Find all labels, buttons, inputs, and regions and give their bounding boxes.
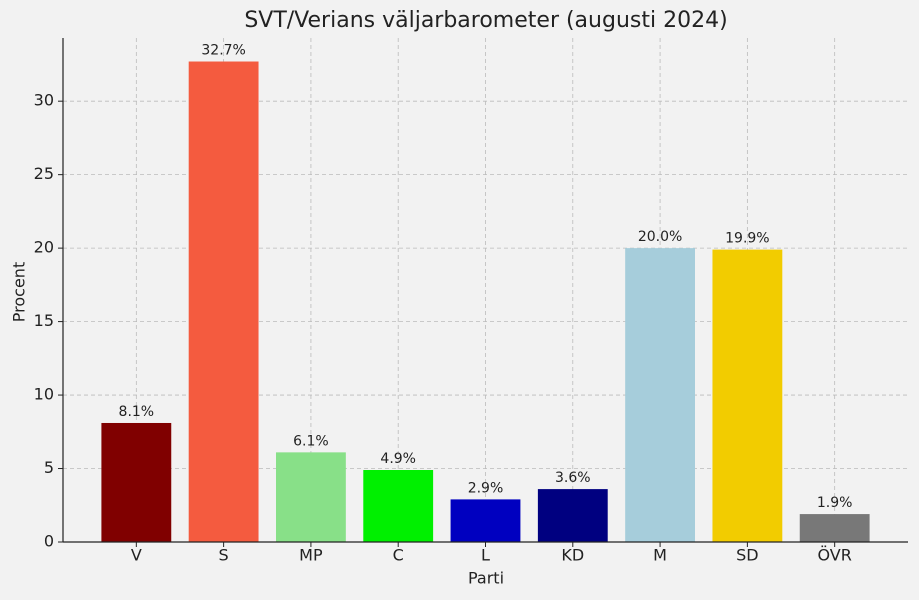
y-tick-label: 30	[34, 91, 54, 110]
x-tick-label: L	[481, 546, 490, 565]
bar	[625, 248, 696, 543]
chart-title: SVT/Verians väljarbarometer (augusti 202…	[244, 8, 727, 33]
value-label: 6.1%	[293, 433, 329, 449]
bar	[275, 452, 346, 542]
value-label: 3.6%	[555, 470, 591, 486]
y-tick-label: 5	[44, 458, 54, 477]
value-label: 19.9%	[725, 231, 769, 247]
bar	[712, 249, 783, 542]
y-tick-label: 15	[34, 311, 54, 330]
bar	[188, 61, 259, 543]
x-tick-label: KD	[561, 546, 584, 565]
x-tick-label: SD	[736, 546, 758, 565]
x-tick-label: S	[219, 546, 229, 565]
x-tick-label: MP	[299, 546, 323, 565]
value-label: 4.9%	[380, 451, 416, 467]
y-tick-label: 20	[34, 238, 54, 257]
bar	[799, 514, 870, 542]
x-tick-label: ÖVR	[817, 546, 851, 565]
bar	[537, 489, 608, 542]
x-tick-label: M	[653, 546, 667, 565]
y-tick-label: 0	[44, 532, 54, 551]
y-tick-label: 25	[34, 164, 54, 183]
value-label: 20.0%	[638, 229, 682, 245]
x-tick-label: C	[393, 546, 404, 565]
x-tick-label: V	[131, 546, 142, 565]
y-tick-label: 10	[34, 385, 54, 404]
value-label: 32.7%	[201, 43, 245, 59]
bar	[450, 499, 521, 542]
y-axis-label: Procent	[10, 262, 29, 322]
value-label: 8.1%	[119, 404, 155, 420]
value-label: 1.9%	[817, 495, 853, 511]
x-axis-label: Parti	[468, 569, 504, 588]
value-label: 2.9%	[468, 480, 504, 496]
bar	[101, 422, 172, 542]
bar	[363, 470, 434, 542]
